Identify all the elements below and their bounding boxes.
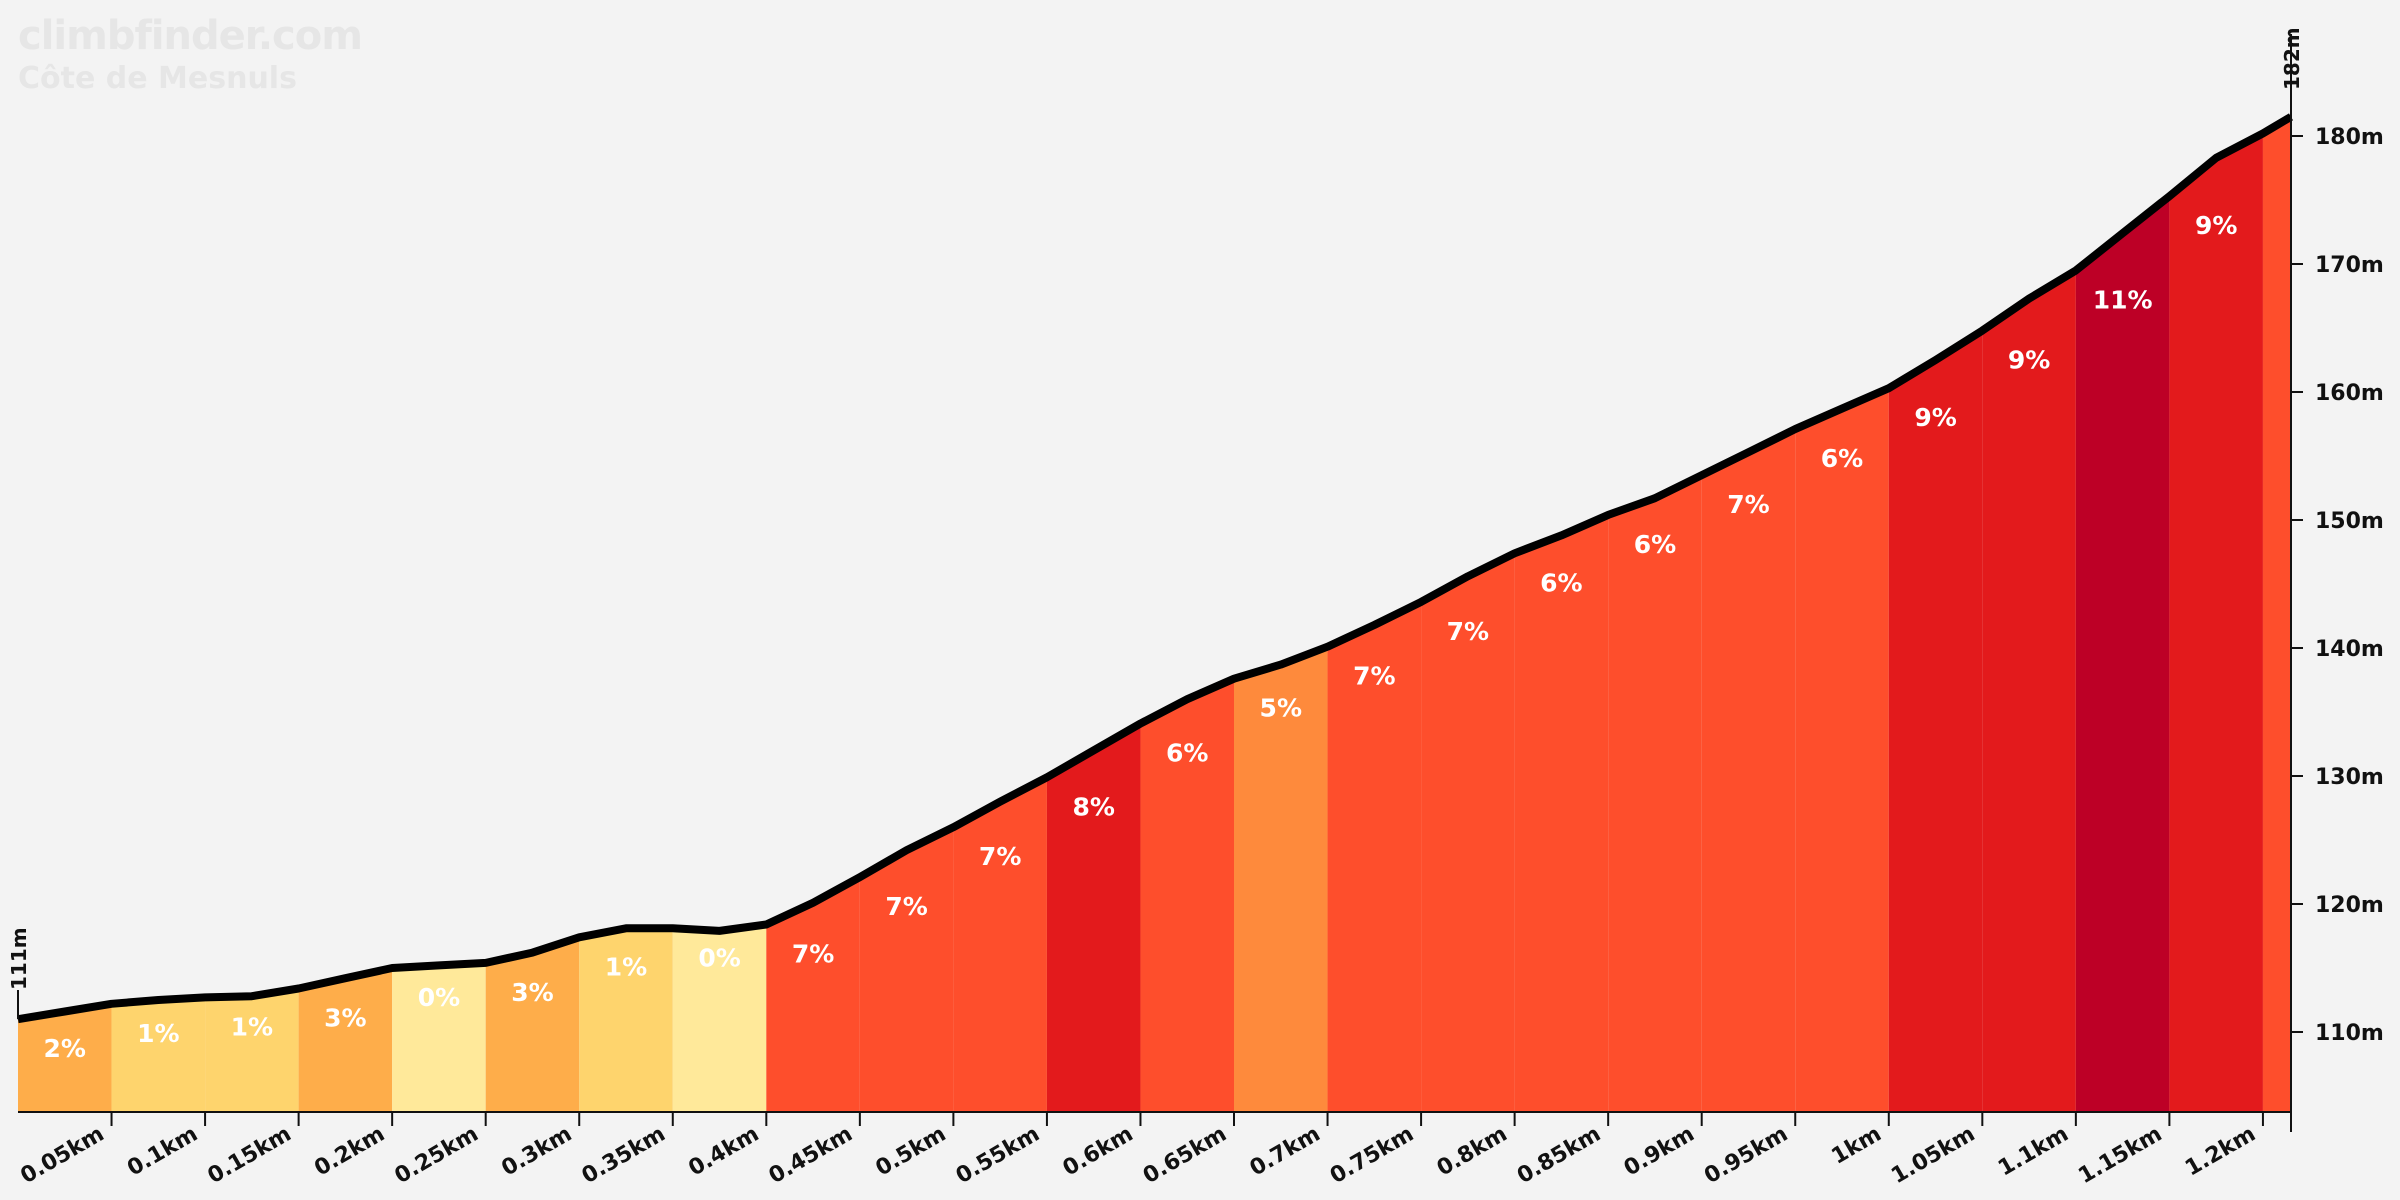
- y-tick-label-130: 130m: [2315, 765, 2384, 790]
- gradient-label-15: 7%: [1353, 662, 1395, 691]
- gradient-label-12: 8%: [1072, 792, 1114, 821]
- x-tick-label-1: 0.05km: [17, 1122, 109, 1190]
- x-tick-label-3: 0.15km: [204, 1122, 296, 1190]
- gradient-segment-15: [1327, 601, 1422, 1112]
- gradient-segment-25: [2262, 116, 2291, 1113]
- y-tick-label-110: 110m: [2315, 1021, 2384, 1046]
- gradient-label-19: 7%: [1727, 490, 1769, 519]
- x-tick-label-2: 0.1km: [123, 1122, 202, 1182]
- gradient-label-2: 1%: [137, 1019, 179, 1048]
- gradient-segment-22: [1982, 270, 2076, 1112]
- profile-line: [17, 113, 2294, 1024]
- x-tick-label-20: 1km: [1827, 1122, 1885, 1170]
- x-tick-label-21: 1.05km: [1887, 1122, 1979, 1190]
- x-tick-label-24: 1.2km: [2181, 1122, 2260, 1182]
- gradient-label-24: 9%: [2195, 211, 2237, 240]
- gradient-label-8: 0%: [698, 943, 740, 972]
- x-tick-label-16: 0.8km: [1433, 1122, 1512, 1182]
- gradient-segment-16: [1421, 553, 1515, 1112]
- x-tick-label-8: 0.4km: [685, 1122, 764, 1182]
- start-elevation-label: 111m: [7, 927, 31, 990]
- y-tick-label-160: 160m: [2315, 381, 2384, 406]
- gradient-segment-5: [392, 962, 486, 1112]
- x-tick-label-18: 0.9km: [1620, 1122, 1699, 1182]
- gradient-label-6: 3%: [511, 978, 553, 1007]
- x-tick-label-13: 0.65km: [1139, 1122, 1231, 1190]
- y-tick-label-170: 170m: [2315, 253, 2384, 278]
- gradient-segment-18: [1608, 475, 1702, 1112]
- site-logo-text: climbfinder.com: [18, 13, 363, 59]
- profile-line-group: [17, 113, 2294, 1024]
- gradient-label-16: 7%: [1447, 617, 1489, 646]
- gradient-label-3: 1%: [231, 1012, 273, 1041]
- gradient-segment-24: [2169, 133, 2263, 1112]
- gradient-segment-14: [1234, 646, 1328, 1112]
- brand-watermark: climbfinder.com Côte de Mesnuls: [18, 13, 363, 96]
- gradient-segment-1: [18, 1003, 112, 1112]
- gradient-label-10: 7%: [885, 892, 927, 921]
- gradient-label-14: 5%: [1260, 694, 1302, 723]
- x-tick-label-15: 0.75km: [1326, 1122, 1418, 1190]
- x-tick-label-9: 0.45km: [765, 1122, 857, 1190]
- gradient-label-5: 0%: [418, 983, 460, 1012]
- gradient-segment-23: [2075, 196, 2170, 1112]
- gradient-segment-11: [953, 777, 1047, 1112]
- x-tick-label-11: 0.55km: [952, 1122, 1044, 1190]
- gradient-label-11: 7%: [979, 842, 1021, 871]
- x-tick-label-4: 0.2km: [310, 1122, 389, 1182]
- gradient-labels: 2% 1% 1% 3% 0% 3% 1% 0% 7% 7% 7% 8% 6% 5% 7% 7% 6% 6% 7% 6%…: [44, 211, 2238, 1063]
- y-tick-label-180: 180m: [2315, 125, 2384, 150]
- gradient-segment-19: [1701, 429, 1796, 1112]
- gradient-label-22: 9%: [2008, 346, 2050, 375]
- gradient-segment-9: [766, 877, 860, 1112]
- gradient-segments: [18, 116, 2291, 1113]
- x-tick-label-7: 0.35km: [578, 1122, 670, 1190]
- gradient-segment-4: [298, 968, 393, 1112]
- x-tick-label-19: 0.95km: [1700, 1122, 1792, 1190]
- gradient-label-4: 3%: [324, 1003, 366, 1032]
- y-tick-label-150: 150m: [2315, 509, 2384, 534]
- gradient-segment-7: [579, 928, 673, 1112]
- gradient-segment-8: [672, 924, 767, 1112]
- x-tick-label-5: 0.25km: [391, 1122, 483, 1190]
- gradient-segment-10: [859, 827, 954, 1112]
- gradient-segment-3: [205, 988, 299, 1112]
- x-tick-label-14: 0.7km: [1246, 1122, 1325, 1182]
- x-tick-label-17: 0.85km: [1513, 1122, 1605, 1190]
- gradient-segment-20: [1795, 388, 1889, 1112]
- x-tick-label-6: 0.3km: [497, 1122, 576, 1182]
- gradient-label-23: 11%: [2093, 285, 2153, 314]
- gradient-segment-17: [1514, 514, 1609, 1112]
- x-tick-label-10: 0.5km: [872, 1122, 951, 1182]
- gradient-segment-12: [1046, 723, 1141, 1112]
- gradient-segment-6: [485, 937, 580, 1112]
- gradient-label-18: 6%: [1634, 530, 1676, 559]
- gradient-label-21: 9%: [1914, 403, 1956, 432]
- y-tick-label-140: 140m: [2315, 637, 2384, 662]
- gradient-label-17: 6%: [1540, 568, 1582, 597]
- gradient-segment-2: [111, 997, 206, 1112]
- gradient-label-1: 2%: [44, 1034, 86, 1063]
- gradient-label-9: 7%: [792, 939, 834, 968]
- end-elevation-label: 182m: [2280, 27, 2304, 90]
- gradient-label-7: 1%: [605, 952, 647, 981]
- x-tick-label-23: 1.15km: [2074, 1122, 2166, 1190]
- gradient-segment-21: [1888, 330, 1983, 1112]
- x-tick-label-12: 0.6km: [1059, 1122, 1138, 1182]
- x-tick-label-22: 1.1km: [1994, 1122, 2073, 1182]
- gradient-segment-13: [1140, 678, 1235, 1112]
- climb-name: Côte de Mesnuls: [18, 61, 297, 96]
- y-tick-label-120: 120m: [2315, 893, 2384, 918]
- gradient-label-13: 6%: [1166, 739, 1208, 768]
- gradient-label-20: 6%: [1821, 444, 1863, 473]
